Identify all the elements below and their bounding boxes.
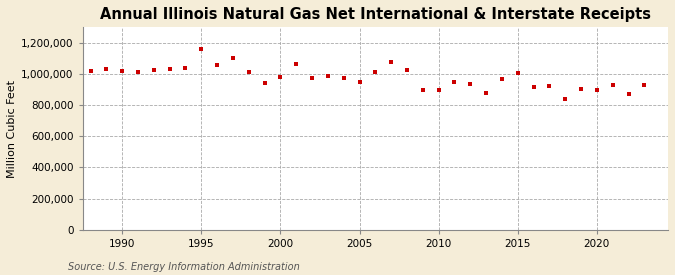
Point	[417, 87, 428, 92]
Point	[433, 88, 444, 93]
Point	[164, 67, 175, 72]
Point	[227, 56, 238, 60]
Point	[148, 68, 159, 72]
Title: Annual Illinois Natural Gas Net International & Interstate Receipts: Annual Illinois Natural Gas Net Internat…	[100, 7, 651, 22]
Text: Source: U.S. Energy Information Administration: Source: U.S. Energy Information Administ…	[68, 262, 299, 272]
Point	[370, 70, 381, 75]
Point	[275, 75, 286, 79]
Point	[465, 82, 476, 86]
Point	[196, 47, 207, 51]
Point	[244, 70, 254, 75]
Point	[101, 67, 112, 72]
Point	[259, 80, 270, 85]
Point	[354, 79, 365, 84]
Point	[386, 59, 397, 64]
Point	[528, 85, 539, 89]
Point	[70, 227, 80, 231]
Point	[560, 97, 570, 101]
Point	[449, 79, 460, 84]
Point	[338, 76, 349, 80]
Point	[306, 76, 317, 80]
Point	[323, 73, 333, 78]
Point	[402, 68, 412, 72]
Point	[180, 65, 191, 70]
Point	[512, 71, 523, 75]
Point	[623, 92, 634, 97]
Point	[85, 69, 96, 73]
Point	[291, 62, 302, 66]
Point	[591, 88, 602, 93]
Point	[608, 83, 618, 87]
Y-axis label: Million Cubic Feet: Million Cubic Feet	[7, 79, 17, 178]
Point	[212, 62, 223, 67]
Point	[497, 77, 508, 82]
Point	[639, 83, 650, 87]
Point	[576, 87, 587, 91]
Point	[481, 90, 491, 95]
Point	[117, 69, 128, 73]
Point	[132, 70, 143, 74]
Point	[544, 84, 555, 89]
